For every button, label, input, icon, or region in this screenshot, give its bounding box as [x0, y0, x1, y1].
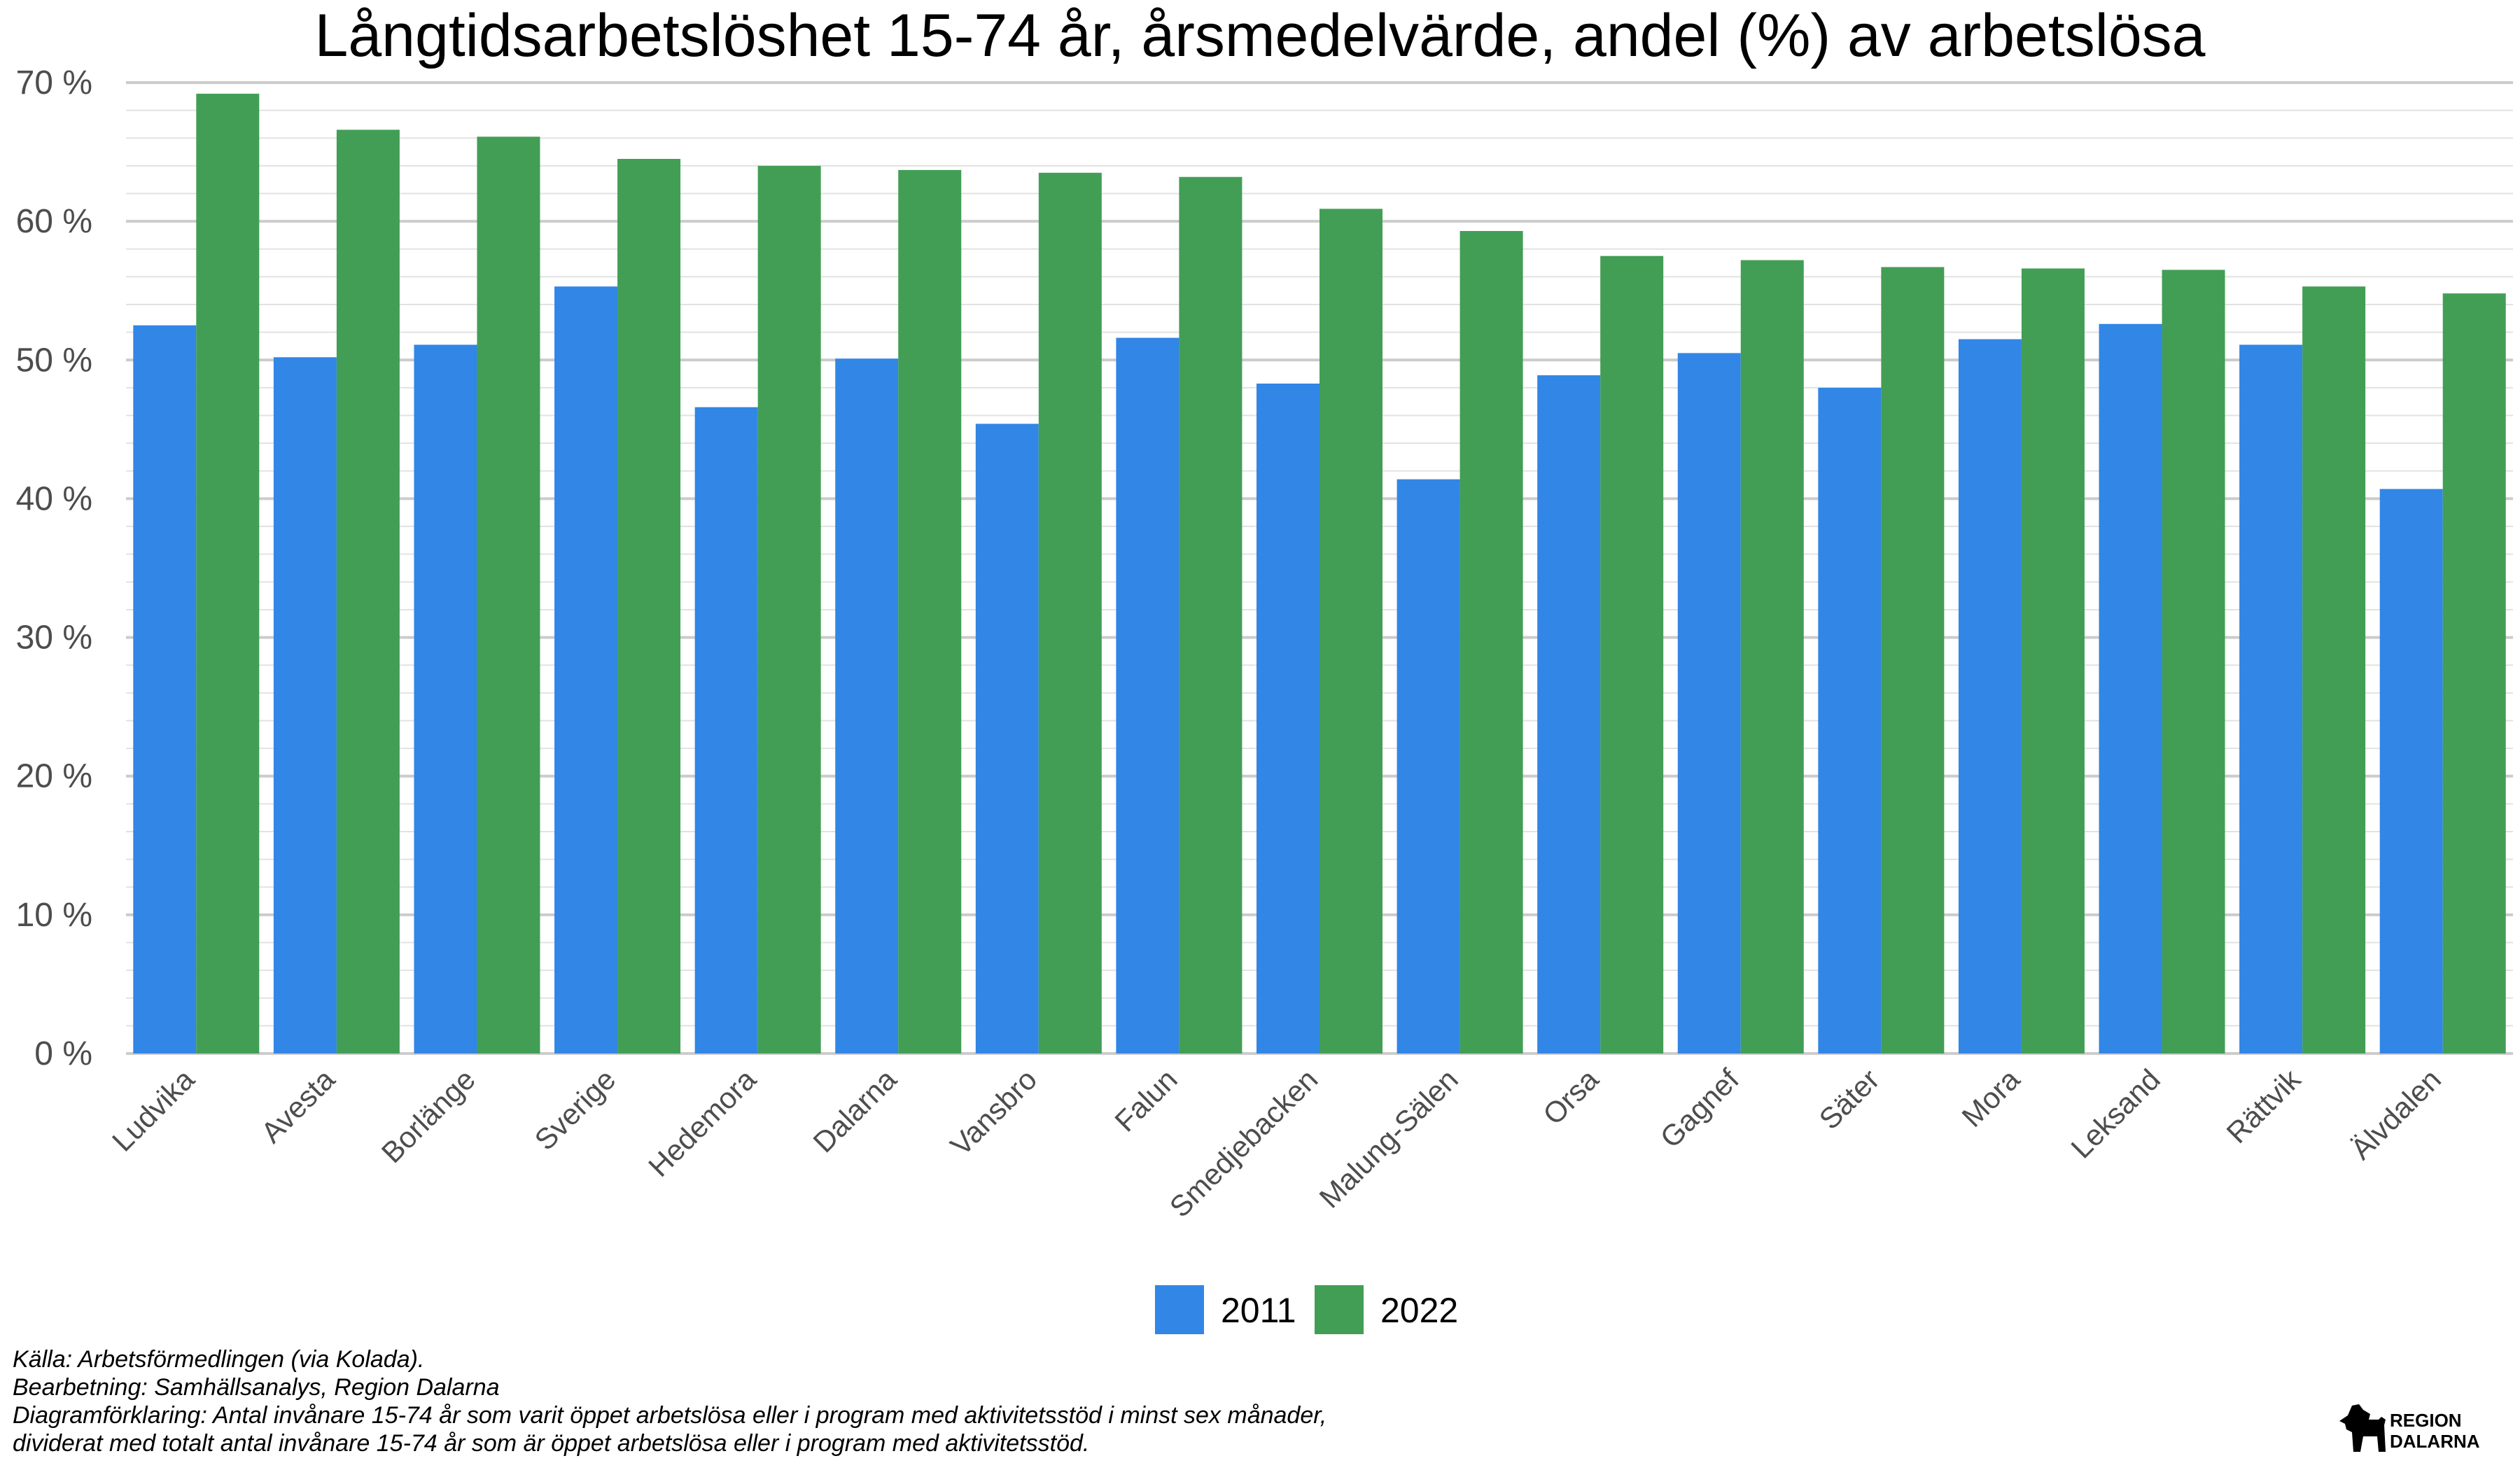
dala-horse-icon — [2339, 1404, 2386, 1452]
legend-label-2022: 2022 — [1380, 1291, 1458, 1330]
bar-2011-Ludvika — [133, 325, 197, 1054]
caption-explanation-2: dividerat med totalt antal invånare 15-7… — [13, 1430, 1090, 1457]
bar-2022-Vansbro — [1038, 172, 1102, 1054]
x-tick-label: Falun — [1108, 1063, 1184, 1138]
y-tick-label: 70 % — [16, 64, 92, 102]
logo-text-region: REGION — [2390, 1410, 2462, 1431]
x-tick-label: Sverige — [528, 1063, 622, 1156]
bar-2011-Gagnef — [1677, 353, 1741, 1054]
x-tick-label: Dalarna — [806, 1063, 903, 1159]
bars — [133, 93, 2506, 1054]
bar-2011-Rättvik — [2239, 344, 2303, 1054]
x-tick-label: Avesta — [255, 1063, 342, 1149]
bar-2022-Falun — [1179, 176, 1242, 1054]
x-tick-label: Smedjebacken — [1163, 1063, 1324, 1224]
bar-2011-Malung-Sälen — [1396, 479, 1460, 1054]
bar-2022-Borlänge — [477, 136, 540, 1054]
bar-2022-Älvdalen — [2442, 293, 2506, 1054]
caption-source: Källa: Arbetsförmedlingen (via Kolada). — [13, 1346, 425, 1373]
x-tick-label: Malung-Sälen — [1312, 1063, 1464, 1214]
x-tick-label: Gagnef — [1653, 1063, 1745, 1154]
bar-2011-Vansbro — [975, 424, 1039, 1054]
legend: 2011 2022 — [1155, 1285, 1458, 1334]
legend-swatch-2022 — [1315, 1285, 1364, 1334]
y-axis: 0 % 10 % 20 % 30 % 40 % 50 % 60 % 70 % — [16, 64, 92, 1072]
bar-2022-Ludvika — [196, 93, 260, 1054]
x-tick-label: Älvdalen — [2344, 1063, 2447, 1166]
bar-2011-Falun — [1116, 337, 1180, 1054]
x-tick-label: Borlänge — [375, 1063, 482, 1169]
logo-text-dalarna: DALARNA — [2390, 1431, 2480, 1452]
bar-2022-Hedemora — [757, 165, 821, 1054]
x-tick-label: Ludvika — [106, 1063, 201, 1158]
bar-2022-Orsa — [1600, 255, 1664, 1054]
x-tick-label: Orsa — [1536, 1063, 1605, 1131]
x-axis: Ludvika Avesta Borlänge Sverige Hedemora Dala… — [106, 1062, 2447, 1223]
x-tick-label: Vansbro — [944, 1063, 1044, 1162]
legend-label-2011: 2011 — [1221, 1291, 1296, 1330]
bar-2022-Säter — [1881, 267, 1945, 1054]
bar-2022-Rättvik — [2302, 286, 2366, 1054]
caption-explanation-1: Diagramförklaring: Antal invånare 15-74 … — [13, 1402, 1327, 1429]
bar-2022-Smedjebacken — [1320, 209, 1382, 1054]
y-tick-label: 50 % — [16, 342, 92, 379]
x-tick-label: Rättvik — [2220, 1062, 2307, 1149]
bar-2022-Dalarna — [898, 169, 962, 1054]
y-tick-label: 60 % — [16, 203, 92, 240]
y-tick-label: 30 % — [16, 620, 92, 657]
y-tick-label: 10 % — [16, 897, 92, 934]
x-tick-label: Leksand — [2064, 1063, 2166, 1165]
bar-2011-Smedjebacken — [1256, 383, 1320, 1054]
bar-2011-Älvdalen — [2379, 489, 2443, 1054]
bar-2011-Hedemora — [694, 407, 758, 1054]
bar-2011-Mora — [1958, 339, 2022, 1054]
bar-2011-Borlänge — [414, 344, 477, 1054]
x-tick-label: Mora — [1955, 1063, 2026, 1133]
y-tick-label: 0 % — [34, 1035, 92, 1072]
bar-2022-Sverige — [617, 158, 681, 1054]
y-tick-label: 40 % — [16, 480, 92, 517]
bar-2022-Mora — [2021, 268, 2085, 1054]
x-tick-label: Säter — [1812, 1063, 1885, 1135]
bar-2022-Avesta — [336, 130, 400, 1054]
bar-2011-Orsa — [1537, 375, 1601, 1054]
bar-2011-Avesta — [273, 357, 337, 1054]
legend-swatch-2011 — [1155, 1285, 1204, 1334]
y-tick-label: 20 % — [16, 758, 92, 795]
region-dalarna-logo: REGION DALARNA — [2339, 1404, 2480, 1452]
bar-2011-Sverige — [554, 286, 618, 1054]
bar-2022-Malung-Sälen — [1460, 231, 1523, 1054]
caption-processing: Bearbetning: Samhällsanalys, Region Dala… — [13, 1374, 500, 1401]
x-tick-label: Hedemora — [642, 1063, 762, 1183]
bar-2022-Leksand — [2162, 270, 2225, 1054]
chart-title: Långtidsarbetslöshet 15-74 år, årsmedelv… — [315, 2, 2206, 69]
bar-2011-Säter — [1818, 387, 1882, 1054]
bar-2022-Gagnef — [1740, 260, 1804, 1054]
bar-2011-Leksand — [2099, 323, 2162, 1054]
bar-2011-Dalarna — [835, 358, 899, 1054]
